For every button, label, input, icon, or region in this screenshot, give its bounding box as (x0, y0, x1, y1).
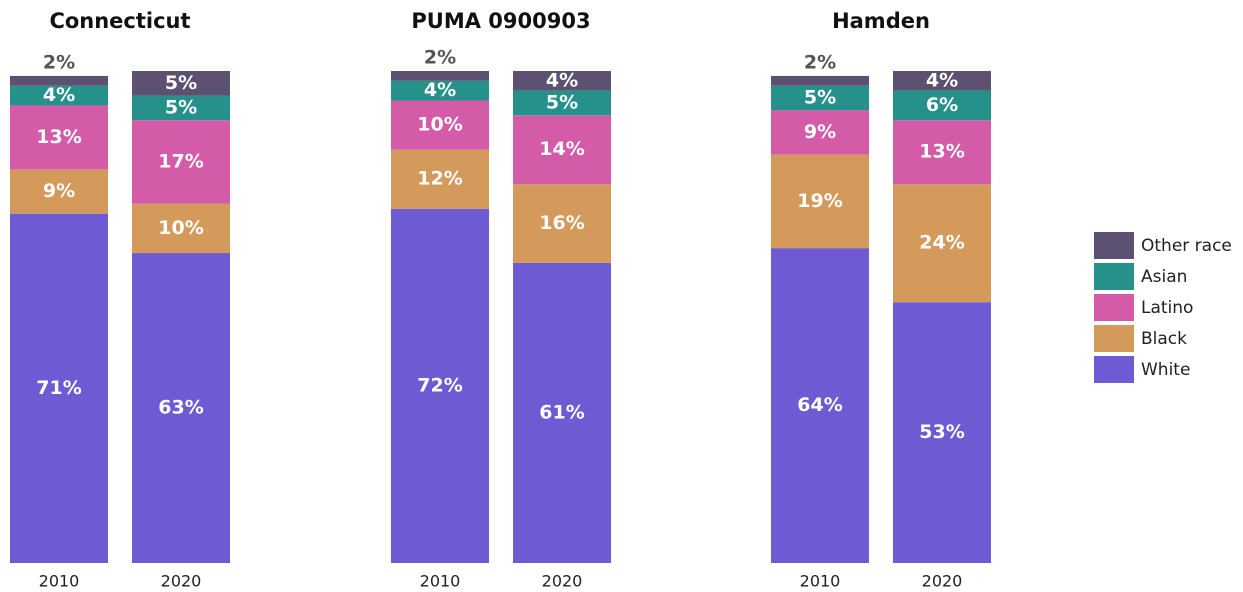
value-label: 10% (417, 114, 462, 136)
value-label: 6% (926, 94, 958, 116)
x-tick-label: 2010 (420, 572, 461, 591)
value-label: 72% (417, 374, 462, 396)
bar-segment (10, 85, 108, 106)
value-label: 4% (926, 69, 958, 91)
legend-label: White (1141, 360, 1190, 380)
value-label: 5% (165, 72, 197, 94)
bar-segment (771, 248, 869, 563)
value-label: 64% (797, 394, 842, 416)
chart-title: Connecticut (49, 9, 190, 33)
bar-segment (893, 90, 991, 121)
value-label: 71% (36, 377, 81, 399)
value-label: 19% (797, 190, 842, 212)
x-tick-label: 2010 (800, 572, 841, 591)
legend-swatch (1094, 294, 1134, 321)
value-label: 13% (36, 126, 81, 148)
bar-segment (771, 75, 869, 86)
bar-segment (391, 100, 489, 150)
x-tick-label: 2020 (542, 572, 583, 591)
value-label: 17% (158, 151, 203, 173)
value-label: 24% (919, 232, 964, 254)
chart-title: PUMA 0900903 (411, 9, 590, 33)
legend-label: Black (1141, 329, 1187, 349)
bar-segment (391, 149, 489, 209)
bar-segment (132, 253, 230, 564)
chart-title: Hamden (832, 9, 930, 33)
bar-segment (513, 115, 611, 185)
bar-segment (10, 105, 108, 170)
legend-label: Other race (1141, 236, 1232, 256)
value-label: 2% (804, 51, 836, 73)
value-label: 4% (43, 84, 75, 106)
value-label: 13% (919, 141, 964, 163)
value-label: 9% (804, 121, 836, 143)
bar-segment (391, 71, 489, 81)
bar-segment (771, 85, 869, 111)
bar-segment (132, 71, 230, 96)
value-label: 61% (539, 401, 584, 423)
value-label: 2% (424, 47, 456, 69)
bar-segment (10, 75, 108, 86)
bar-segment (893, 71, 991, 91)
bar-segment (893, 302, 991, 563)
bar-segment (513, 90, 611, 116)
value-label: 4% (546, 69, 578, 91)
bar-segment (10, 213, 108, 563)
bar-segment (132, 120, 230, 204)
bar-segment (513, 184, 611, 263)
value-label: 12% (417, 168, 462, 190)
bar-segment (513, 71, 611, 91)
legend-label: Latino (1141, 298, 1193, 318)
value-label: 5% (165, 96, 197, 118)
legend-swatch (1094, 356, 1134, 383)
x-tick-label: 2020 (922, 572, 963, 591)
legend-swatch (1094, 263, 1134, 290)
bar-segment (893, 120, 991, 185)
bar-segment (391, 80, 489, 101)
value-label: 9% (43, 180, 75, 202)
value-label: 5% (804, 87, 836, 109)
value-label: 16% (539, 212, 584, 234)
legend-swatch (1094, 325, 1134, 352)
value-label: 14% (539, 138, 584, 160)
bar-segment (893, 184, 991, 303)
bar-segment (132, 203, 230, 254)
value-label: 2% (43, 51, 75, 73)
bar-segment (771, 154, 869, 249)
bar-segment (10, 169, 108, 214)
bar-segment (391, 208, 489, 563)
bar-segment (132, 95, 230, 121)
x-tick-label: 2010 (39, 572, 80, 591)
bar-segment (513, 262, 611, 563)
legend-label: Asian (1141, 267, 1187, 287)
bar-segment (771, 110, 869, 155)
value-label: 53% (919, 421, 964, 443)
value-label: 63% (158, 397, 203, 419)
value-label: 10% (158, 217, 203, 239)
legend-swatch (1094, 232, 1134, 259)
x-tick-label: 2020 (161, 572, 202, 591)
value-label: 4% (424, 79, 456, 101)
value-label: 5% (546, 91, 578, 113)
